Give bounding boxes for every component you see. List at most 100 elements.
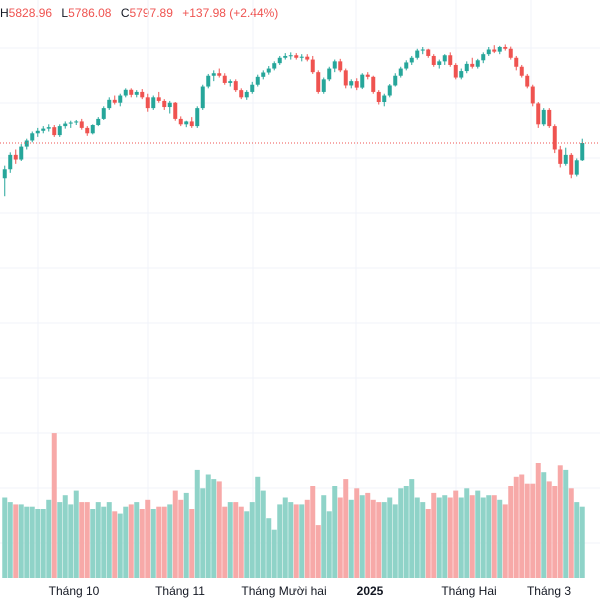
volume-bar [200, 488, 206, 578]
candle-body [74, 121, 79, 123]
volume-bar [524, 483, 530, 578]
candle-body [24, 140, 29, 147]
candle-body [8, 154, 13, 170]
volume-bar [293, 504, 299, 578]
candle-body [387, 85, 392, 96]
volume-bar [211, 479, 217, 578]
candle-body [261, 72, 266, 77]
high-value: 5828.96 [8, 6, 53, 20]
candle-body [470, 63, 475, 67]
candle-body [519, 66, 524, 76]
volume-bar [458, 497, 464, 578]
candle-body [327, 68, 332, 80]
volume-bar [546, 481, 552, 578]
candle-body [332, 61, 337, 69]
volume-bar [68, 504, 74, 578]
close-value: 5797.89 [129, 6, 173, 20]
volume-bar [574, 502, 580, 578]
change-value: +137.98 (+2.44%) [182, 6, 279, 20]
candle-body [173, 102, 178, 119]
candle-body [244, 91, 249, 98]
volume-bar [249, 502, 255, 578]
candle-body [552, 126, 557, 150]
volume-bar [46, 499, 52, 578]
candle-body [431, 55, 436, 65]
volume-bar [535, 463, 541, 578]
candle-body [46, 127, 51, 129]
volume-bar [271, 529, 277, 578]
volume-bar [29, 506, 35, 578]
x-tick-label: Tháng Mười hai [241, 584, 326, 598]
candle-body [52, 127, 57, 136]
candle-body [283, 55, 288, 58]
volume-bar [304, 499, 310, 578]
volume-bar [491, 495, 497, 578]
candle-body [299, 56, 304, 58]
volume-bar [579, 506, 585, 578]
candle-body [338, 61, 343, 71]
candle-body [255, 76, 260, 85]
candle-body [514, 57, 519, 67]
candle-body [184, 121, 189, 125]
volume-bar [222, 506, 228, 578]
time-axis: Tháng 10 Tháng 11 Tháng Mười hai 2025 Tháng … [49, 584, 572, 598]
candle-body [536, 103, 541, 125]
volume-bar [497, 499, 503, 578]
volume-bar [13, 504, 19, 578]
candle-body [415, 50, 420, 58]
volume-bar [106, 502, 112, 578]
candle-body [222, 75, 227, 83]
candle-body [228, 81, 233, 83]
volume-bar [568, 488, 574, 578]
volume-bar [365, 492, 371, 578]
candle-body [409, 57, 414, 63]
volume-bar [403, 486, 409, 578]
volume-bar [189, 509, 195, 578]
candlesticks [2, 44, 585, 197]
candle-body [574, 160, 579, 175]
candle-body [294, 55, 299, 58]
volume-bar [216, 481, 222, 578]
candle-body [112, 99, 117, 103]
candle-body [393, 75, 398, 86]
volume-bar [436, 497, 442, 578]
candle-body [57, 126, 62, 136]
volume-bar [469, 495, 475, 578]
candle-body [580, 143, 585, 161]
volume-bar [541, 472, 547, 578]
volume-bar [244, 511, 250, 578]
volume-bar [90, 509, 96, 578]
volume-bar [359, 495, 365, 578]
candle-body [547, 109, 552, 127]
volume-bar [321, 495, 327, 578]
candle-body [365, 74, 370, 77]
candle-body [200, 86, 205, 109]
candle-body [426, 49, 431, 56]
volume-bar [123, 506, 129, 578]
candle-body [63, 123, 68, 127]
volume-bar [299, 504, 305, 578]
candle-body [288, 55, 293, 57]
candle-body [206, 75, 211, 87]
close-label: C [120, 6, 130, 20]
volume-bar [24, 506, 30, 578]
volume-bar [310, 486, 316, 578]
candle-body [2, 169, 7, 179]
volume-bar [354, 488, 360, 578]
volume-bar [139, 509, 145, 578]
volume-bar [486, 495, 492, 578]
volume-bar [266, 518, 272, 578]
volume-bar [205, 474, 211, 578]
volume-bar [101, 506, 107, 578]
volume-bar [134, 502, 140, 578]
candle-body [360, 74, 365, 88]
candle-body [448, 55, 453, 65]
candle-body [525, 75, 530, 87]
candle-body [19, 146, 24, 160]
volume-bar [315, 525, 321, 578]
volume-bar [84, 502, 90, 578]
candle-body [376, 91, 381, 102]
volume-bar [112, 511, 118, 578]
candle-body [497, 46, 502, 52]
